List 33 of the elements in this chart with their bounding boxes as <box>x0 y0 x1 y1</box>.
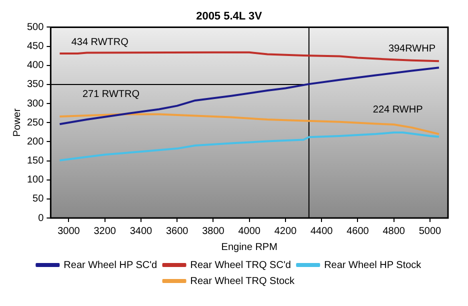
y-tick-label: 250 <box>26 117 44 128</box>
x-tick-label: 4400 <box>310 226 334 237</box>
annotation: 271 RWTRQ <box>82 88 140 100</box>
y-tick-label: 150 <box>26 156 44 167</box>
legend-label: Rear Wheel HP Stock <box>324 260 422 271</box>
y-tick-label: 100 <box>26 174 44 186</box>
legend-label: Rear Wheel TRQ SC'd <box>190 260 291 271</box>
x-tick-label: 3000 <box>58 226 80 237</box>
y-tick-label: 500 <box>26 22 44 33</box>
y-tick-label: 400 <box>26 60 44 72</box>
x-tick-label: 4800 <box>382 226 406 237</box>
y-tick-label: 50 <box>32 194 44 205</box>
x-tick-label: 3400 <box>130 226 153 237</box>
y-tick-label: 300 <box>26 98 44 110</box>
x-axis-title: Engine RPM <box>221 242 278 253</box>
x-tick-label: 5000 <box>418 226 442 237</box>
x-tick-label: 4600 <box>346 226 370 237</box>
y-tick-label: 450 <box>26 41 44 52</box>
x-tick-label: 4200 <box>274 226 298 237</box>
y-tick-label: 350 <box>26 79 44 90</box>
annotation: 394RWHP <box>388 43 436 54</box>
y-tick-label: 0 <box>38 212 44 224</box>
y-axis-title: Power <box>12 108 23 137</box>
annotation: 434 RWTRQ <box>71 37 129 48</box>
y-tick-label: 200 <box>26 136 44 148</box>
legend-label: Rear Wheel HP SC'd <box>64 260 158 271</box>
x-tick-label: 3600 <box>166 226 189 237</box>
chart-title: 2005 5.4L 3V <box>196 10 263 23</box>
x-tick-label: 3200 <box>94 226 116 237</box>
legend-label: Rear Wheel TRQ Stock <box>190 276 296 287</box>
annotation: 224 RWHP <box>372 104 424 116</box>
x-tick-label: 4000 <box>238 226 261 237</box>
x-tick-label: 3800 <box>202 226 225 237</box>
